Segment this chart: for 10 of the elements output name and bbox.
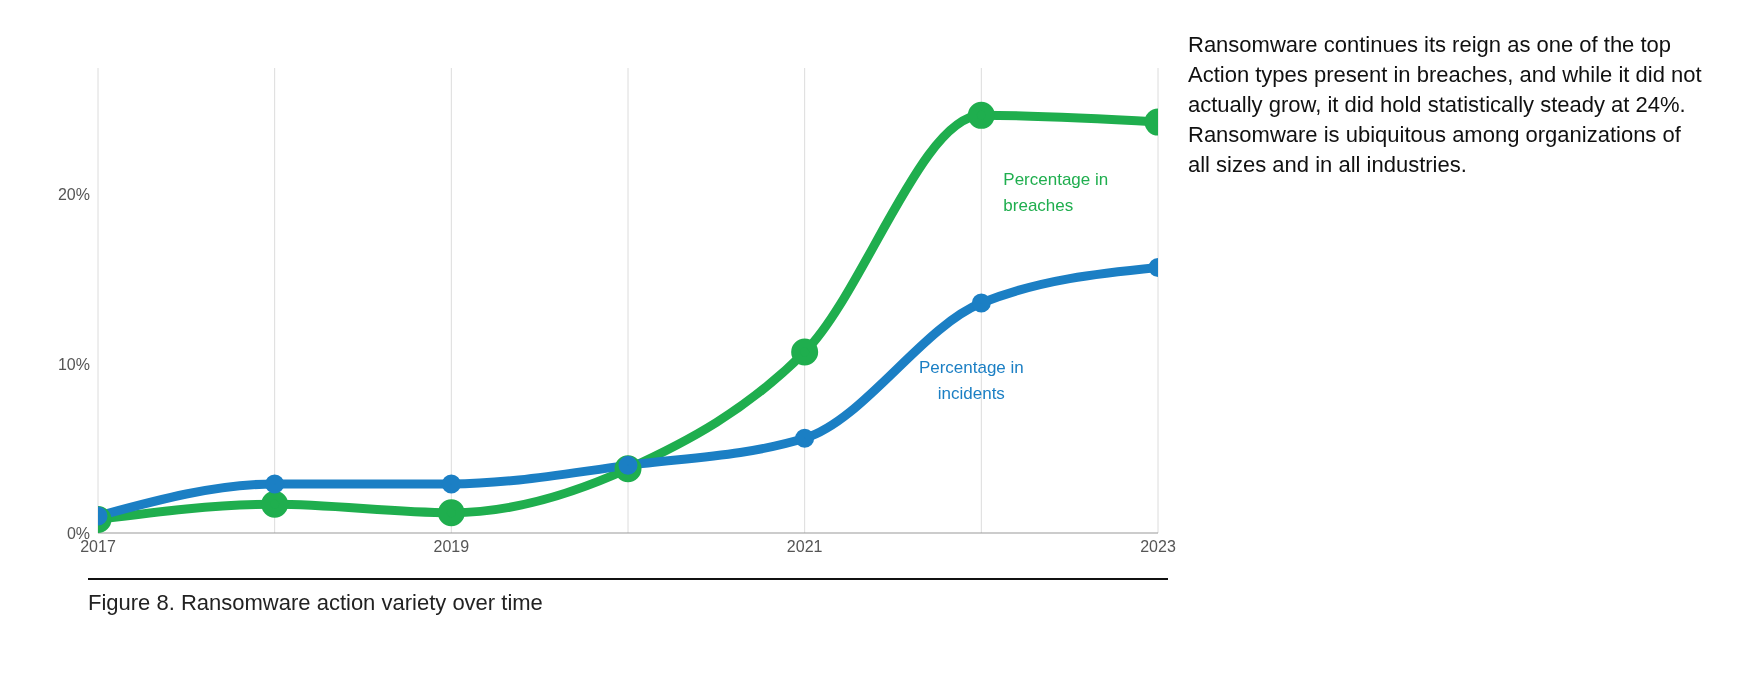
text: Percentage in breaches bbox=[1003, 170, 1109, 216]
x-tick-label: 2017 bbox=[80, 538, 116, 556]
series-label: Percentage in incidents bbox=[918, 358, 1024, 404]
x-tick-label: 2021 bbox=[786, 538, 823, 556]
x-tick-label: 2023 bbox=[1140, 538, 1176, 556]
text: Ransomware continues its reign as one of the top Action types present in breaches, and while it did not actually grow, it did hold statistically steady at 24%. Ransomware is ubiquitous among organizations of all sizes and in all industries. bbox=[1188, 31, 1703, 179]
y-tick-label: 10% bbox=[57, 355, 90, 373]
x-tick-label: 2019 bbox=[433, 538, 470, 556]
text: Figure 8. Ransomware action variety over time bbox=[88, 578, 1168, 616]
y-tick-label: 20% bbox=[57, 186, 90, 204]
